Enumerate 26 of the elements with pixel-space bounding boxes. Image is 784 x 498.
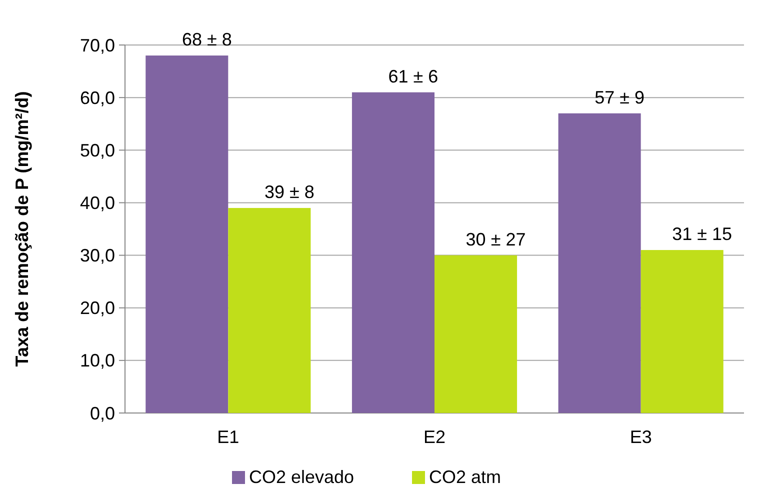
y-tick-label: 60,0 (80, 88, 115, 108)
y-axis-title: Taxa de remoção de P (mg/m²/d) (12, 91, 32, 367)
bar (434, 255, 518, 413)
y-tick-label: 10,0 (80, 350, 115, 371)
bar (146, 56, 228, 413)
y-tick-label: 0,0 (90, 403, 115, 424)
data-label: 39 ± 8 (264, 182, 314, 202)
data-label: 61 ± 6 (388, 66, 438, 86)
data-label: 68 ± 8 (182, 30, 232, 50)
bar (228, 208, 311, 413)
legend-label: CO2 atm (429, 467, 502, 487)
bar (558, 113, 641, 413)
y-tick-label: 30,0 (80, 246, 115, 266)
bar (352, 92, 434, 413)
bar (640, 250, 724, 413)
y-tick-label: 50,0 (80, 140, 115, 160)
y-tick-label: 20,0 (80, 298, 115, 318)
legend-label: CO2 elevado (249, 467, 354, 487)
y-tick-label: 40,0 (80, 193, 115, 214)
x-tick-label: E1 (217, 427, 240, 447)
x-tick-label: E3 (630, 427, 652, 447)
data-label: 31 ± 15 (672, 224, 732, 244)
data-label: 57 ± 9 (594, 87, 645, 108)
data-label: 30 ± 27 (466, 229, 526, 250)
x-tick-label: E2 (423, 427, 446, 447)
y-tick-label: 70,0 (80, 35, 115, 56)
